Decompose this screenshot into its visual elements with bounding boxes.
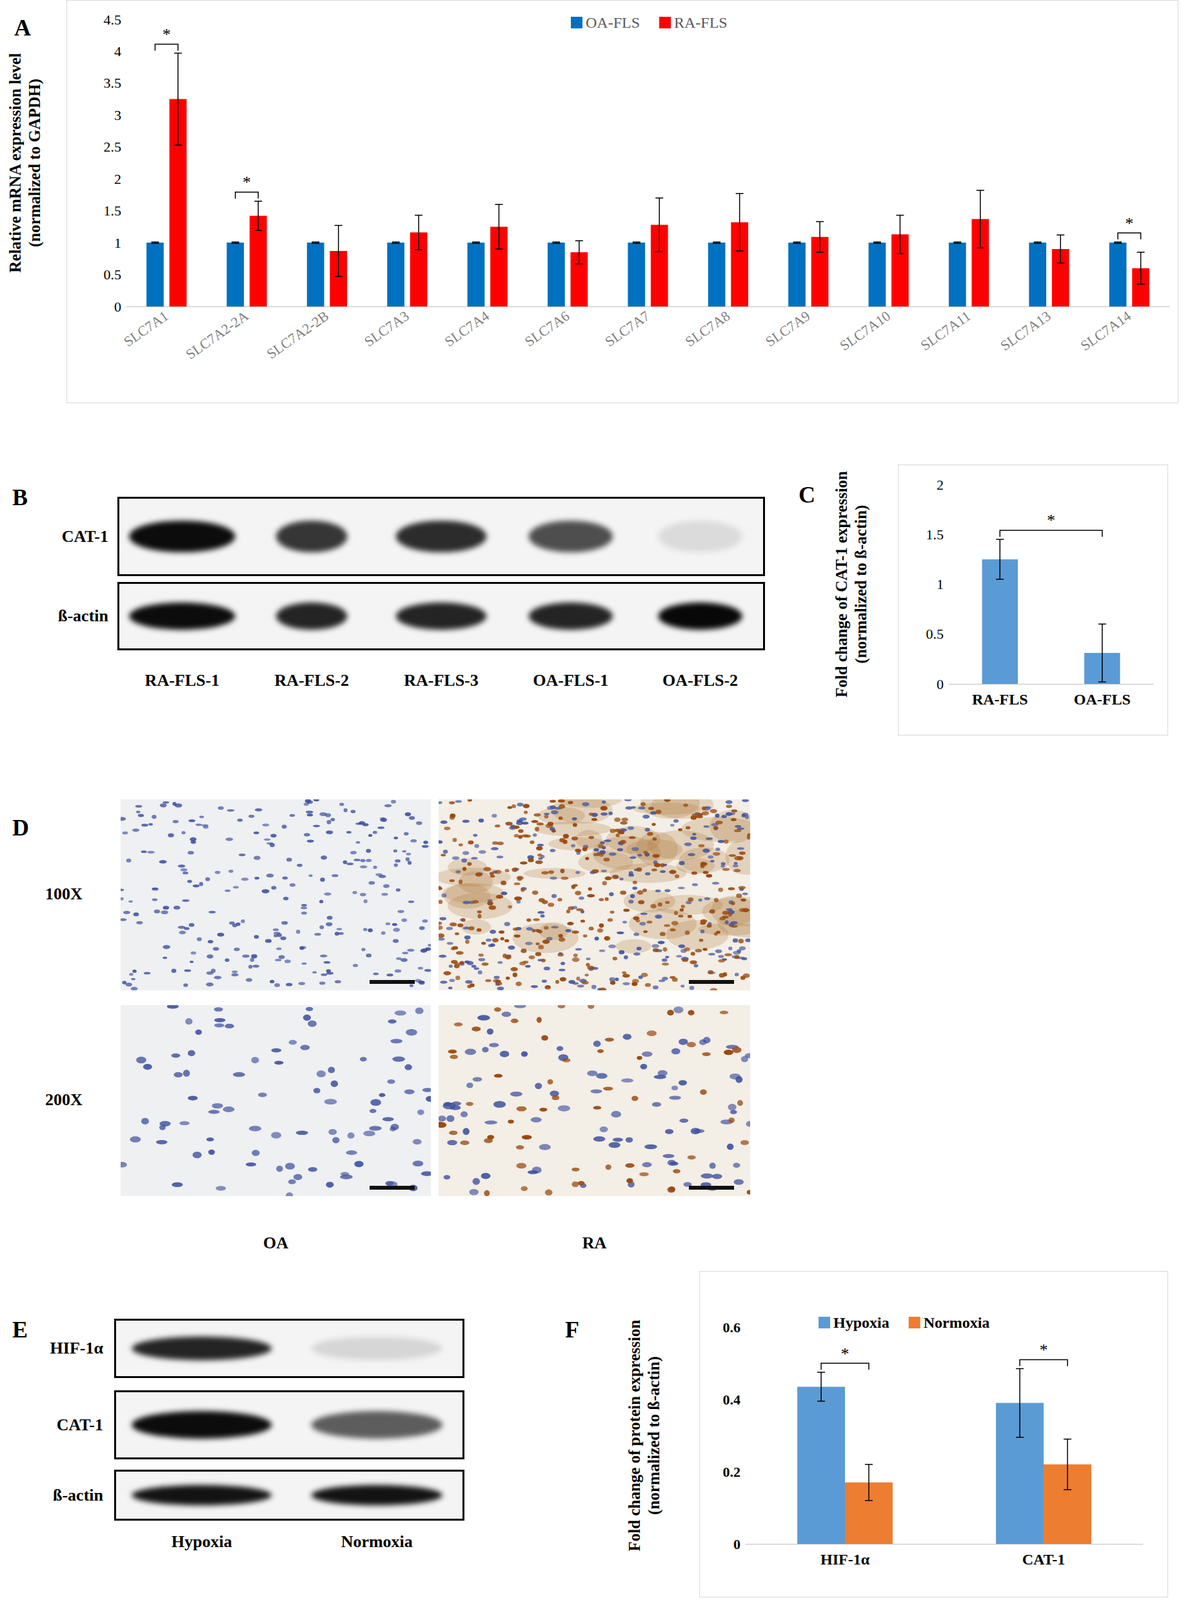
svg-text:Relative mRNA expression level: Relative mRNA expression level bbox=[6, 52, 24, 273]
svg-text:4.5: 4.5 bbox=[103, 11, 122, 28]
svg-text:SLC7A9: SLC7A9 bbox=[762, 307, 813, 350]
svg-text:SLC7A13: SLC7A13 bbox=[997, 307, 1054, 355]
svg-text:3.5: 3.5 bbox=[103, 74, 122, 91]
svg-text:SLC7A10: SLC7A10 bbox=[836, 307, 893, 355]
svg-text:SLC7A3: SLC7A3 bbox=[361, 307, 412, 350]
html-text:RA: RA bbox=[582, 1233, 607, 1252]
svg-text:CAT-1: CAT-1 bbox=[1022, 1550, 1066, 1568]
html-text:F: F bbox=[565, 1316, 580, 1343]
svg-text:*: * bbox=[1046, 510, 1056, 530]
svg-text:*: * bbox=[841, 1344, 850, 1363]
svg-text:Normoxia: Normoxia bbox=[923, 1313, 991, 1331]
svg-text:SLC7A11: SLC7A11 bbox=[917, 307, 974, 354]
svg-text:1: 1 bbox=[114, 234, 122, 251]
svg-text:2.5: 2.5 bbox=[103, 138, 122, 155]
html-text:HIF-1α: HIF-1α bbox=[50, 1338, 104, 1358]
svg-text:2: 2 bbox=[114, 170, 122, 188]
svg-text:0.5: 0.5 bbox=[926, 625, 945, 642]
svg-text:SLC7A6: SLC7A6 bbox=[521, 307, 573, 350]
svg-text:1: 1 bbox=[936, 576, 944, 593]
svg-text:0.5: 0.5 bbox=[103, 266, 122, 283]
html-text:RA-FLS-1: RA-FLS-1 bbox=[144, 670, 220, 690]
svg-text:Hypoxia: Hypoxia bbox=[833, 1313, 890, 1331]
html-text:RA-FLS-2: RA-FLS-2 bbox=[274, 670, 349, 690]
svg-text:0.4: 0.4 bbox=[723, 1391, 742, 1408]
svg-text:Fold change of protein express: Fold change of protein expression bbox=[625, 1319, 644, 1552]
svg-text:RA-FLS: RA-FLS bbox=[674, 14, 728, 31]
svg-text:*: * bbox=[162, 25, 171, 44]
svg-text:OA-FLS: OA-FLS bbox=[585, 14, 640, 31]
svg-text:(normalized to ß-actin): (normalized to ß-actin) bbox=[645, 1355, 664, 1515]
svg-text:RA-FLS: RA-FLS bbox=[972, 690, 1029, 708]
svg-text:0.2: 0.2 bbox=[723, 1463, 742, 1480]
html-text:E: E bbox=[12, 1316, 28, 1343]
html-text:B: B bbox=[12, 484, 28, 511]
svg-text:3: 3 bbox=[114, 107, 122, 124]
svg-text:0: 0 bbox=[936, 675, 944, 693]
svg-text:SLC7A14: SLC7A14 bbox=[1077, 307, 1134, 355]
svg-text:*: * bbox=[1039, 1340, 1049, 1360]
html-text:200X: 200X bbox=[45, 1090, 83, 1109]
svg-text:SLC7A1: SLC7A1 bbox=[120, 307, 171, 350]
html-text:A: A bbox=[14, 14, 31, 41]
svg-text:(normalized to ß-actin): (normalized to ß-actin) bbox=[852, 505, 871, 664]
svg-text:SLC7A2-2A: SLC7A2-2A bbox=[182, 307, 252, 363]
html-text:RA-FLS-3: RA-FLS-3 bbox=[403, 670, 479, 690]
html-text:OA-FLS-1: OA-FLS-1 bbox=[532, 670, 609, 690]
html-text:ß-actin: ß-actin bbox=[58, 606, 109, 626]
svg-text:0: 0 bbox=[114, 298, 122, 315]
html-text:D: D bbox=[12, 814, 30, 841]
svg-text:HIF-1α: HIF-1α bbox=[820, 1550, 871, 1568]
svg-text:(normalized to GAPDH): (normalized to GAPDH) bbox=[25, 78, 44, 248]
svg-text:SLC7A4: SLC7A4 bbox=[441, 307, 492, 350]
html-text:CAT-1: CAT-1 bbox=[56, 1414, 104, 1434]
svg-text:2: 2 bbox=[936, 476, 944, 493]
html-text:ß-actin: ß-actin bbox=[52, 1485, 104, 1504]
svg-text:OA-FLS: OA-FLS bbox=[1073, 690, 1131, 708]
svg-text:*: * bbox=[242, 172, 251, 192]
svg-text:0: 0 bbox=[733, 1535, 741, 1552]
svg-text:Fold change of CAT-1 expressio: Fold change of CAT-1 expression bbox=[832, 470, 851, 698]
svg-text:0.6: 0.6 bbox=[723, 1319, 742, 1336]
svg-text:SLC7A8: SLC7A8 bbox=[682, 307, 733, 350]
html-text:Hypoxia: Hypoxia bbox=[171, 1531, 233, 1551]
html-text:C: C bbox=[798, 481, 816, 508]
svg-text:1.5: 1.5 bbox=[926, 526, 945, 543]
html-text:Normoxia: Normoxia bbox=[340, 1531, 413, 1551]
svg-text:4: 4 bbox=[114, 43, 122, 60]
html-text:CAT-1: CAT-1 bbox=[61, 526, 109, 546]
html-text:OA-FLS-2: OA-FLS-2 bbox=[662, 670, 738, 690]
svg-text:SLC7A7: SLC7A7 bbox=[601, 307, 653, 350]
svg-text:SLC7A2-2B: SLC7A2-2B bbox=[263, 307, 332, 362]
svg-text:1.5: 1.5 bbox=[103, 202, 122, 219]
html-text:100X: 100X bbox=[45, 884, 83, 904]
html-text:OA: OA bbox=[263, 1233, 289, 1252]
svg-text:*: * bbox=[1124, 214, 1134, 233]
